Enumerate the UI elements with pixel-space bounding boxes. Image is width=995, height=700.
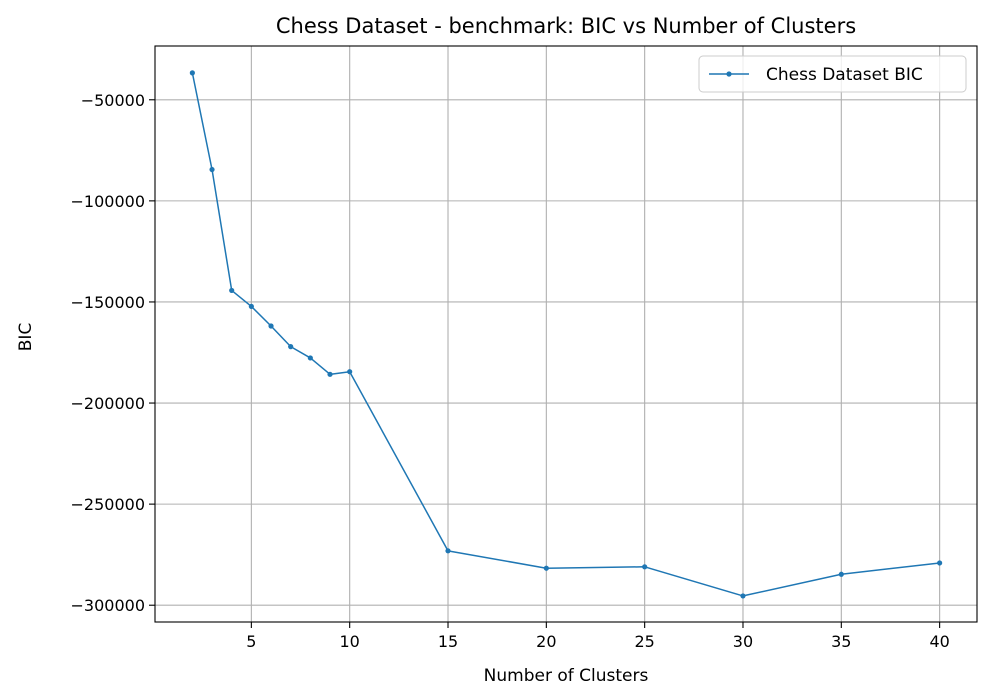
data-point — [189, 70, 195, 76]
data-point — [248, 303, 254, 310]
y-tick-label: −50000 — [81, 91, 145, 110]
x-tick-label: 5 — [246, 632, 256, 651]
legend: Chess Dataset BIC — [698, 55, 967, 93]
data-point — [229, 287, 235, 294]
plot-area-background — [155, 46, 977, 622]
legend-label: Chess Dataset BIC — [766, 65, 923, 85]
chart-title: Chess Dataset - benchmark: BIC vs Number… — [276, 14, 856, 38]
axis-ticks: 5 10 15 20 25 30 35 40 −50000 −100000 −150000 −2000… — [71, 91, 950, 651]
x-tick-label: 20 — [536, 632, 556, 651]
y-tick-label: −150000 — [71, 293, 145, 312]
data-point — [327, 371, 333, 377]
data-point — [347, 369, 353, 375]
series-layer — [189, 70, 943, 599]
legend-box — [698, 55, 967, 93]
x-tick-label: 40 — [929, 632, 949, 651]
x-axis-label: Number of Clusters — [484, 666, 649, 686]
data-point — [740, 593, 746, 599]
y-tick-label: −300000 — [71, 596, 145, 615]
legend-marker-swatch — [726, 71, 732, 77]
data-point — [288, 344, 294, 350]
x-tick-label: 25 — [634, 632, 654, 651]
data-point — [543, 565, 549, 571]
x-tick-label: 15 — [438, 632, 458, 651]
grid-lines — [155, 46, 977, 622]
data-point — [445, 548, 451, 554]
y-tick-label: −100000 — [71, 192, 145, 211]
y-tick-label: −200000 — [71, 394, 145, 413]
data-point — [937, 560, 943, 566]
x-tick-label: 35 — [831, 632, 851, 651]
x-tick-label: 10 — [340, 632, 360, 651]
x-tick-label: 30 — [733, 632, 753, 651]
plot-frame — [154, 45, 978, 623]
data-point — [307, 355, 313, 361]
data-point — [209, 166, 215, 173]
y-axis-label: BIC — [16, 323, 36, 352]
data-point — [642, 564, 648, 570]
y-tick-label: −250000 — [71, 495, 145, 514]
data-point — [838, 571, 844, 577]
data-point — [268, 323, 274, 329]
